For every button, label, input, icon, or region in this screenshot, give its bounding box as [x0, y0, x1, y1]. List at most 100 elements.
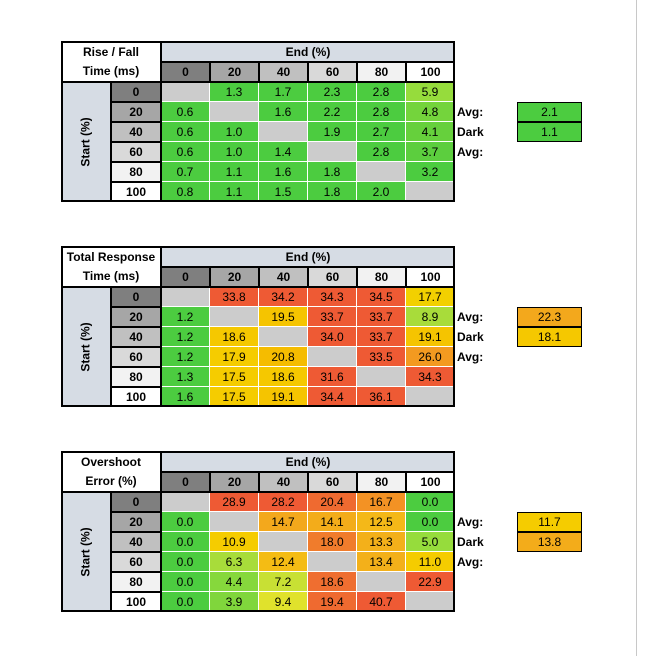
- data-cell: 17.9: [210, 347, 259, 367]
- column-header: 40: [259, 62, 308, 82]
- start-axis-label: Start (%): [61, 492, 111, 612]
- data-cell: 1.6: [259, 102, 308, 122]
- row-header: 20: [111, 102, 161, 122]
- data-cell: 0.0: [161, 592, 210, 612]
- data-cell: 1.1: [210, 162, 259, 182]
- column-header: 20: [210, 472, 259, 492]
- data-cell: 0.0: [406, 512, 455, 532]
- data-cell: 1.7: [259, 82, 308, 102]
- data-cell: 0.0: [161, 552, 210, 572]
- data-cell: 13.3: [357, 532, 406, 552]
- data-cell: 0.6: [161, 122, 210, 142]
- data-cell: 0.8: [161, 182, 210, 202]
- column-header: 40: [259, 472, 308, 492]
- data-cell: 4.8: [406, 102, 455, 122]
- column-header: 60: [308, 62, 357, 82]
- data-cell: 33.5: [357, 347, 406, 367]
- row-header: 60: [111, 552, 161, 572]
- data-cell: 1.0: [210, 142, 259, 162]
- data-cell: 2.0: [357, 182, 406, 202]
- row-header: 60: [111, 142, 161, 162]
- table-title-line: Time (ms): [82, 63, 140, 78]
- data-cell: 1.8: [308, 182, 357, 202]
- data-cell: 26.0: [406, 347, 455, 367]
- data-cell: 36.1: [357, 387, 406, 407]
- table-divider-vertical: [160, 41, 162, 202]
- data-cell: 19.1: [406, 327, 455, 347]
- data-cell: [210, 102, 259, 122]
- table-divider-horizontal: [61, 286, 455, 288]
- row-header: 40: [111, 122, 161, 142]
- data-cell: 5.0: [406, 532, 455, 552]
- data-cell: [308, 142, 357, 162]
- dark-avg-value: 18.1: [517, 327, 582, 347]
- data-cell: 19.4: [308, 592, 357, 612]
- dark-avg-value: 1.1: [517, 122, 582, 142]
- data-cell: 0.0: [161, 512, 210, 532]
- data-cell: 3.2: [406, 162, 455, 182]
- start-axis-label-text: Start (%): [79, 117, 93, 167]
- data-cell: 18.6: [308, 572, 357, 592]
- start-axis-label: Start (%): [61, 287, 111, 407]
- data-cell: 1.1: [210, 182, 259, 202]
- data-cell: 0.6: [161, 142, 210, 162]
- data-cell: 4.1: [406, 122, 455, 142]
- data-cell: 1.2: [161, 327, 210, 347]
- end-axis-label: End (%): [161, 451, 455, 472]
- row-header: 100: [111, 387, 161, 407]
- row-header: 0: [111, 82, 161, 102]
- table-title-line: Overshoot: [80, 454, 141, 469]
- start-axis-label: Start (%): [61, 82, 111, 202]
- dark-avg-label: Dark Avg:: [457, 125, 484, 159]
- data-cell: [308, 552, 357, 572]
- dark-avg-label: Dark Avg:: [457, 535, 484, 569]
- row-header: 80: [111, 162, 161, 182]
- data-cell: 0.0: [161, 572, 210, 592]
- column-header: 80: [357, 267, 406, 287]
- data-cell: 22.9: [406, 572, 455, 592]
- column-header: 0: [161, 62, 210, 82]
- column-header: 80: [357, 62, 406, 82]
- column-header: 40: [259, 267, 308, 287]
- table-divider-vertical: [160, 451, 162, 612]
- table-title-line: Rise / Fall: [82, 44, 140, 59]
- avg-label: Avg:: [457, 515, 484, 529]
- data-cell: 19.1: [259, 387, 308, 407]
- data-cell: 34.3: [308, 287, 357, 307]
- data-cell: [161, 492, 210, 512]
- data-cell: 2.8: [357, 102, 406, 122]
- data-cell: [357, 162, 406, 182]
- column-header: 0: [161, 267, 210, 287]
- table-title-line: Error (%): [85, 473, 137, 488]
- data-cell: 9.4: [259, 592, 308, 612]
- row-header: 40: [111, 532, 161, 552]
- data-cell: [210, 307, 259, 327]
- data-cell: [161, 287, 210, 307]
- data-cell: 33.8: [210, 287, 259, 307]
- data-cell: 8.9: [406, 307, 455, 327]
- data-cell: 1.4: [259, 142, 308, 162]
- data-cell: 14.7: [259, 512, 308, 532]
- data-cell: 17.7: [406, 287, 455, 307]
- data-cell: 3.7: [406, 142, 455, 162]
- data-cell: 17.5: [210, 367, 259, 387]
- data-cell: 6.3: [210, 552, 259, 572]
- data-cell: [357, 367, 406, 387]
- data-cell: 34.0: [308, 327, 357, 347]
- row-header: 80: [111, 367, 161, 387]
- table-divider-horizontal: [61, 491, 455, 493]
- table-title-line: Total Response: [66, 249, 156, 264]
- table-title: Overshoot Error (%): [61, 451, 161, 492]
- row-header: 40: [111, 327, 161, 347]
- data-cell: 0.6: [161, 102, 210, 122]
- data-cell: 33.7: [357, 327, 406, 347]
- table-divider-vertical: [160, 246, 162, 407]
- avg-value: 2.1: [517, 102, 582, 122]
- data-cell: 40.7: [357, 592, 406, 612]
- data-cell: 1.3: [161, 367, 210, 387]
- data-cell: [406, 592, 455, 612]
- data-cell: 0.7: [161, 162, 210, 182]
- data-cell: 7.2: [259, 572, 308, 592]
- page-edge-line: [636, 0, 637, 656]
- data-cell: [259, 122, 308, 142]
